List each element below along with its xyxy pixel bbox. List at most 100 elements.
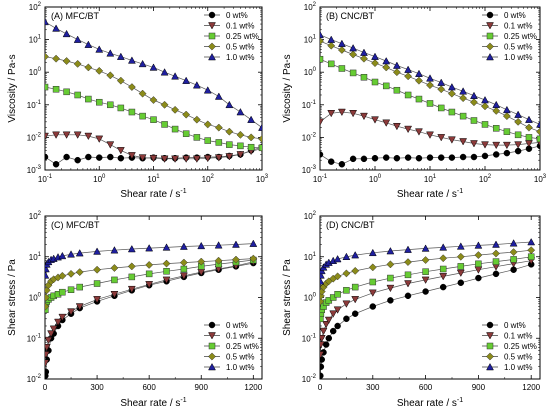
data-point xyxy=(62,57,71,65)
data-point xyxy=(236,130,245,139)
data-point xyxy=(67,250,75,258)
data-point xyxy=(45,52,49,61)
data-point xyxy=(45,336,53,345)
data-point xyxy=(107,153,114,161)
data-point xyxy=(439,254,448,263)
data-point xyxy=(421,244,430,252)
data-point xyxy=(171,155,180,163)
data-point xyxy=(503,128,511,135)
legend-label: 0.25 wt% xyxy=(226,342,259,351)
data-point xyxy=(320,363,325,370)
data-point xyxy=(258,123,262,131)
legend-label: 0.25 wt% xyxy=(504,342,537,351)
data-point xyxy=(214,241,223,249)
data-point xyxy=(457,279,465,287)
data-point xyxy=(426,154,434,161)
legend-label: 0 wt% xyxy=(226,11,248,20)
series-0-wt xyxy=(320,261,535,379)
data-point xyxy=(215,139,223,146)
data-point xyxy=(180,265,188,273)
data-point xyxy=(456,252,465,261)
legend-label: 1.0 wt% xyxy=(226,53,254,62)
data-point xyxy=(249,239,258,247)
data-point xyxy=(52,24,60,32)
data-point xyxy=(415,95,423,103)
data-point xyxy=(527,253,535,260)
y-tick-label: 10-2 xyxy=(27,374,42,384)
data-point xyxy=(351,283,359,291)
data-point xyxy=(225,127,234,136)
data-point xyxy=(58,271,67,280)
data-point xyxy=(459,153,467,161)
series-0-25-wt xyxy=(45,83,262,152)
legend-marker xyxy=(208,11,216,19)
data-point xyxy=(162,259,171,268)
data-point xyxy=(404,258,412,267)
x-tick-label: 101 xyxy=(424,174,437,184)
data-point xyxy=(67,269,75,278)
data-point xyxy=(322,321,331,329)
data-point xyxy=(182,155,191,163)
series-0-1-wt xyxy=(45,131,262,163)
data-point xyxy=(371,78,379,86)
data-point xyxy=(337,46,346,54)
legend-marker xyxy=(208,342,216,350)
data-point xyxy=(351,266,360,275)
series-1-0-wt xyxy=(320,30,540,128)
data-point xyxy=(59,288,66,296)
data-point xyxy=(448,108,456,116)
data-point xyxy=(349,155,357,163)
data-point xyxy=(139,112,146,120)
data-point xyxy=(404,280,412,288)
data-point xyxy=(536,120,540,128)
data-point xyxy=(338,65,346,72)
x-tick-label: 10-1 xyxy=(38,174,53,184)
data-point xyxy=(392,122,401,131)
data-point xyxy=(45,17,49,26)
data-point xyxy=(258,134,262,143)
legend-label: 0.1 wt% xyxy=(226,332,254,341)
data-point xyxy=(162,276,171,284)
data-point xyxy=(509,239,518,247)
chart-panel-4: 10-2 10-1 100 101 102 0 300 600 900 1200 Shear rat… xyxy=(282,211,541,409)
data-point xyxy=(393,86,401,94)
data-point xyxy=(404,292,412,300)
data-point xyxy=(203,86,212,94)
data-point xyxy=(182,76,191,84)
data-point xyxy=(426,131,434,139)
data-point xyxy=(45,359,50,367)
data-point xyxy=(474,251,483,260)
data-point xyxy=(421,256,430,265)
data-point xyxy=(163,268,170,275)
data-point xyxy=(320,55,324,63)
y-tick-label: 10-1 xyxy=(27,333,42,343)
data-point xyxy=(127,83,136,92)
data-point xyxy=(342,269,351,278)
data-point xyxy=(492,141,501,150)
data-point xyxy=(342,252,351,260)
data-point xyxy=(127,262,136,271)
y-axis-title: Shear stress / Pa xyxy=(7,259,18,336)
data-point xyxy=(536,127,540,136)
data-point xyxy=(514,131,522,139)
data-point xyxy=(525,115,533,123)
data-point xyxy=(333,306,342,314)
data-point xyxy=(179,258,188,267)
legend-marker xyxy=(486,42,494,51)
y-tick-label: 100 xyxy=(304,293,317,303)
data-point xyxy=(415,154,423,162)
data-point xyxy=(162,243,171,251)
data-point xyxy=(320,327,328,336)
series-1-0-wt xyxy=(45,17,262,131)
data-point xyxy=(106,141,115,149)
data-point xyxy=(320,372,324,379)
data-point xyxy=(45,153,49,161)
data-point xyxy=(437,104,445,112)
x-tick-label: 0 xyxy=(43,383,48,392)
data-point xyxy=(160,155,169,163)
data-point xyxy=(232,240,240,248)
data-point xyxy=(415,69,423,77)
data-point xyxy=(320,351,325,359)
data-point xyxy=(127,152,136,160)
data-layer xyxy=(45,17,262,168)
